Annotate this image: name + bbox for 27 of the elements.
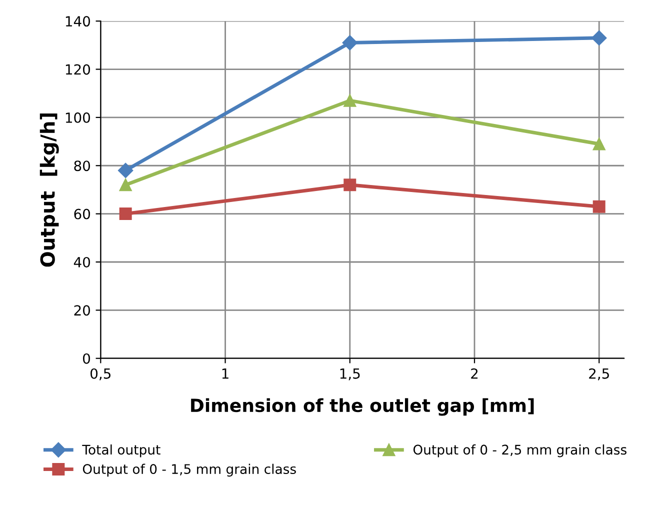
y-tick-label: 20 [74, 305, 90, 316]
legend-label: Output of 0 - 2,5 mm grain class [413, 444, 626, 458]
point [118, 162, 134, 178]
x-tick-label: 2,5 [589, 368, 609, 380]
y-axis-title: Output [kg/h] [40, 113, 59, 267]
x-tick-label: 1,5 [340, 368, 360, 380]
x-tick-label: 0,5 [90, 368, 110, 380]
point [344, 178, 356, 192]
y-tick-label: 100 [66, 112, 90, 123]
legend-label: Output of 0 - 1,5 mm grain class [82, 464, 296, 477]
point [592, 200, 606, 213]
point [342, 35, 358, 50]
point [344, 94, 356, 107]
y-tick-label: 0 [83, 353, 90, 364]
x-tick-label: 2 [471, 368, 478, 379]
point [592, 30, 607, 46]
x-tick-label: 1 [222, 368, 228, 379]
y-tick-label: 60 [74, 208, 90, 220]
point [119, 208, 132, 220]
y-tick-label: 140 [66, 16, 90, 27]
legend-label: Total output [82, 444, 160, 458]
x-axis-title: Dimension of the outlet gap [mm] [191, 398, 534, 416]
point [119, 178, 132, 192]
y-tick-label: 80 [74, 160, 90, 172]
y-tick-label: 40 [74, 256, 90, 268]
point [592, 138, 606, 150]
y-tick-label: 120 [66, 64, 90, 75]
